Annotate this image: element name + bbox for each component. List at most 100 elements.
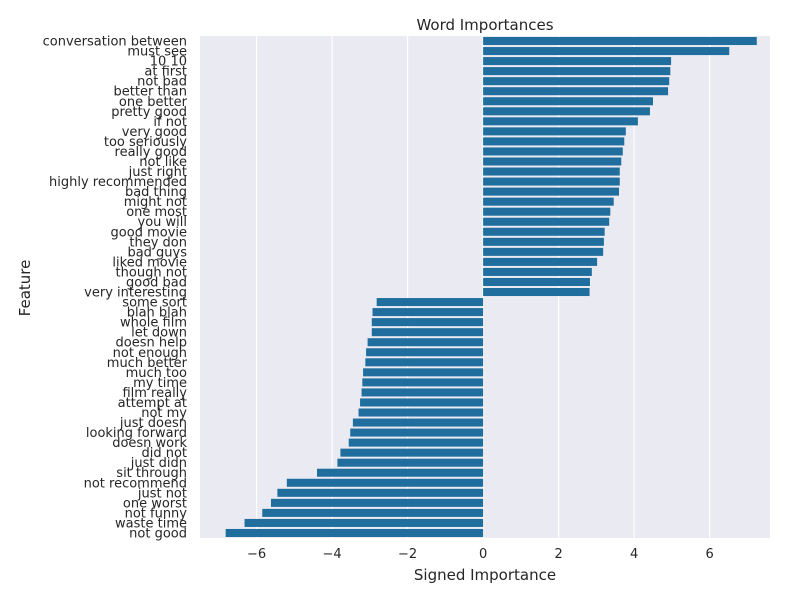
bar [244,518,484,527]
y-tick-label: much better [107,356,188,371]
y-tick-label: too seriously [104,135,187,150]
y-tick-label: film really [122,386,187,401]
bar [483,227,605,236]
bar [317,468,484,477]
bar [358,408,484,417]
bar [262,508,484,517]
y-tick-label: not like [139,155,187,170]
y-tick-label: not enough [113,346,187,361]
y-axis-label: Feature [16,260,34,317]
y-tick-label: you will [138,215,188,230]
bar [483,167,620,176]
bar [483,277,590,286]
y-tick-label: not funny [125,506,188,521]
y-tick-label: good bad [126,275,187,290]
bar [483,157,622,166]
y-tick-label: at first [144,65,187,80]
bar [363,368,484,377]
bar [483,37,757,46]
x-tick-label: 2 [554,547,562,562]
y-tick-label: some sort [122,296,187,311]
y-tick-label: one most [126,205,187,220]
y-tick-label: not my [141,406,187,421]
bar [483,77,670,86]
y-tick-label: blah blah [127,306,187,321]
bar [372,308,484,317]
bar [340,448,484,457]
bar [352,418,484,427]
bar [277,488,484,497]
x-tick-label: 0 [479,547,487,562]
bar [483,87,669,96]
y-tick-label: attempt at [118,396,187,411]
bar [483,47,730,56]
bar [483,217,610,226]
bar [483,97,653,106]
y-tick-label: doesn work [112,436,187,451]
bar [483,177,620,186]
y-tick-label: must see [127,45,187,60]
y-tick-label: if not [153,115,187,130]
bar [365,358,484,367]
y-tick-label: might not [124,195,187,210]
bar [362,378,484,387]
bar [483,257,598,266]
bars [225,37,757,537]
bar [483,247,604,256]
y-tick-label: better than [114,85,187,100]
y-tick-label: bad guys [127,245,187,260]
y-tick-label: highly recommended [49,175,187,190]
y-tick-label: one worst [123,496,187,511]
y-tick-label: did not [141,446,187,461]
y-tick-label: really good [115,145,187,160]
y-tick-label: pretty good [111,105,187,120]
y-tick-label: just doesn [119,416,187,431]
y-tick-label: just not [137,486,187,501]
y-tick-label: very good [122,125,187,140]
x-tick-label: −2 [398,547,417,562]
y-tick-label: though not [116,265,187,280]
bar [348,438,484,447]
y-tick-label: looking forward [86,426,187,441]
y-tick-label: conversation between [43,35,187,50]
bar [483,288,590,297]
bar [483,147,623,156]
y-tick-label: bad thing [125,185,187,200]
bar [350,428,484,437]
bar [483,57,672,66]
y-tick-label: very interesting [84,286,187,301]
bar [483,237,604,246]
y-tick-label: my time [133,376,187,391]
chart-title: Word Importances [416,16,553,34]
y-tick-label: good movie [111,225,187,240]
bar [483,207,611,216]
bar [286,478,484,487]
bar [337,458,484,467]
x-tick-label: 6 [705,547,713,562]
bar [360,398,484,407]
bar [367,338,484,347]
y-tick-label: not good [129,526,187,541]
y-tick-label: not bad [137,75,187,90]
bar [483,197,614,206]
y-tick-label: just didn [130,456,187,471]
x-tick-label: −6 [247,547,266,562]
bar [371,328,484,337]
bar [483,117,638,126]
bar [483,107,650,116]
y-tick-label: much too [126,366,187,381]
bar [483,187,620,196]
y-tick-label: sit through [116,466,187,481]
y-tick-label: doesn help [116,336,187,351]
y-tick-label: liked movie [112,255,187,270]
bar [361,388,484,397]
bar [270,498,484,507]
y-tick-label: let down [131,326,187,341]
bar [483,137,625,146]
x-tick-labels: −6 −4 −2 0 2 4 6 [247,547,714,562]
y-tick-label: 10 10 [150,55,187,70]
y-tick-label: just right [128,165,187,180]
bar [483,67,671,76]
bar [371,318,484,327]
